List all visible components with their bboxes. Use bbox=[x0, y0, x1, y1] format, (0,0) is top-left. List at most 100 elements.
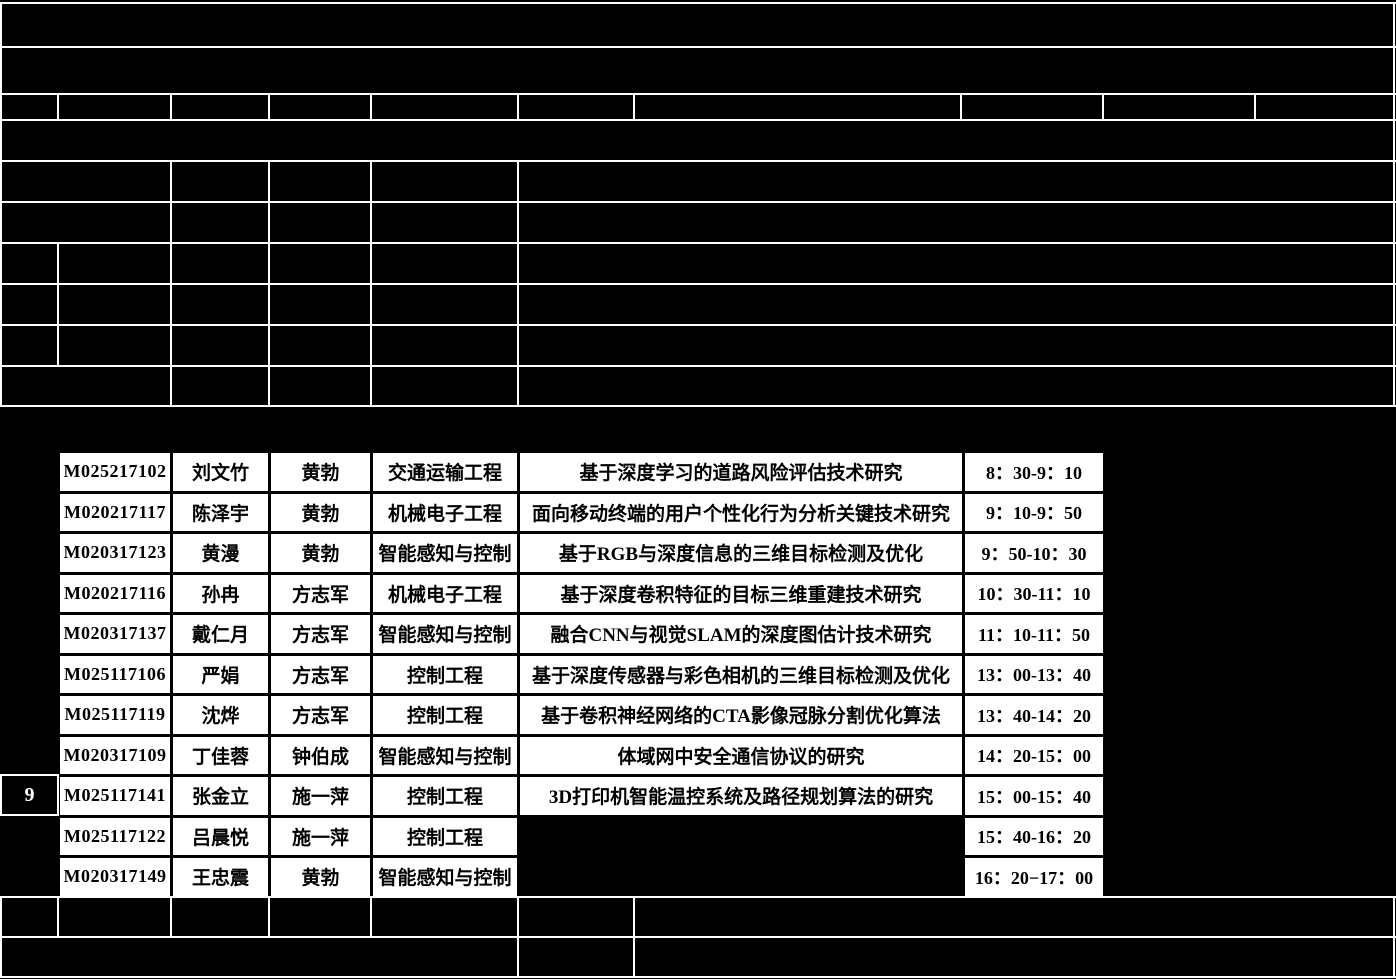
cell-student-name: 严娟 bbox=[170, 652, 271, 696]
grid-line bbox=[0, 976, 1396, 978]
table-row: M025217102 刘文竹 黄勃 交通运输工程 基于深度学习的道路风险评估技术… bbox=[57, 450, 1106, 494]
cell-student-name: 沈烨 bbox=[170, 693, 271, 737]
grid-line bbox=[0, 119, 1396, 121]
cell-advisor: 方志军 bbox=[268, 693, 373, 737]
cell-major: 控制工程 bbox=[370, 652, 520, 696]
cell-student-id: M025117119 bbox=[57, 693, 173, 737]
cell-student-id: M020217116 bbox=[57, 571, 173, 615]
grid-line bbox=[57, 896, 59, 938]
table-row: M020217117 陈泽宇 黄勃 机械电子工程 面向移动终端的用户个性化行为分… bbox=[57, 490, 1106, 534]
cell-major: 控制工程 bbox=[370, 774, 520, 818]
grid-line bbox=[57, 93, 59, 121]
cell-thesis-title: 基于深度卷积特征的目标三维重建技术研究 bbox=[517, 571, 965, 615]
cell-advisor: 钟伯成 bbox=[268, 733, 373, 777]
cell-major: 机械电子工程 bbox=[370, 571, 520, 615]
cell-student-name: 黄漫 bbox=[170, 531, 271, 575]
grid-line bbox=[0, 896, 1396, 898]
grid-line bbox=[517, 160, 519, 407]
cell-student-name: 刘文竹 bbox=[170, 450, 271, 494]
cell-advisor: 方志军 bbox=[268, 612, 373, 656]
cell-student-id: M025217102 bbox=[57, 450, 173, 494]
cell-time-slot: 9：50-10：30 bbox=[962, 531, 1106, 575]
row-index-cell: 9 bbox=[0, 774, 59, 816]
cell-student-name: 孙冉 bbox=[170, 571, 271, 615]
grid-line bbox=[370, 160, 372, 407]
cell-student-name: 吕晨悦 bbox=[170, 814, 271, 858]
cell-major: 控制工程 bbox=[370, 693, 520, 737]
cell-student-id: M020317109 bbox=[57, 733, 173, 777]
cell-time-slot: 15：00-15：40 bbox=[962, 774, 1106, 818]
grid-line bbox=[0, 160, 1396, 162]
grid-line bbox=[960, 93, 962, 121]
grid-line bbox=[0, 936, 1396, 938]
grid-line bbox=[1254, 93, 1256, 121]
cell-time-slot: 13：40-14：20 bbox=[962, 693, 1106, 737]
cell-time-slot: 15：40-16：20 bbox=[962, 814, 1106, 858]
grid-line bbox=[268, 160, 270, 407]
grid-line bbox=[1393, 2, 1395, 407]
cell-major: 智能感知与控制 bbox=[370, 855, 520, 899]
grid-line bbox=[633, 93, 635, 121]
grid-line bbox=[633, 896, 635, 978]
cell-thesis-title: 融合CNN与视觉SLAM的深度图估计技术研究 bbox=[517, 612, 965, 656]
table-row: M025117141 张金立 施一萍 控制工程 3D打印机智能温控系统及路径规划… bbox=[57, 774, 1106, 818]
grid-line bbox=[170, 93, 172, 121]
cell-advisor: 黄勃 bbox=[268, 855, 373, 899]
cell-student-id: M025117106 bbox=[57, 652, 173, 696]
grid-line bbox=[0, 46, 1396, 48]
cell-thesis-title bbox=[517, 855, 965, 899]
cell-major: 智能感知与控制 bbox=[370, 531, 520, 575]
cell-major: 智能感知与控制 bbox=[370, 733, 520, 777]
cell-student-name: 丁佳蓉 bbox=[170, 733, 271, 777]
cell-thesis-title: 面向移动终端的用户个性化行为分析关键技术研究 bbox=[517, 490, 965, 534]
grid-line bbox=[517, 93, 519, 121]
grid-line bbox=[0, 93, 1396, 95]
grid-line bbox=[0, 896, 2, 978]
grid-line bbox=[268, 93, 270, 121]
table-row: M020317149 王忠震 黄勃 智能感知与控制 16：20−17：00 bbox=[57, 855, 1106, 899]
cell-thesis-title: 基于深度学习的道路风险评估技术研究 bbox=[517, 450, 965, 494]
grid-line bbox=[370, 93, 372, 121]
cell-student-id: M020317123 bbox=[57, 531, 173, 575]
cell-thesis-title: 基于卷积神经网络的CTA影像冠脉分割优化算法 bbox=[517, 693, 965, 737]
grid-line bbox=[57, 242, 59, 367]
cell-time-slot: 9：10-9：50 bbox=[962, 490, 1106, 534]
grid-line bbox=[0, 283, 1396, 285]
cell-student-id: M025117122 bbox=[57, 814, 173, 858]
grid-line bbox=[0, 2, 2, 407]
table-row: M025117119 沈烨 方志军 控制工程 基于卷积神经网络的CTA影像冠脉分… bbox=[57, 693, 1106, 737]
cell-student-id: M020317137 bbox=[57, 612, 173, 656]
cell-thesis-title: 基于RGB与深度信息的三维目标检测及优化 bbox=[517, 531, 965, 575]
cell-advisor: 黄勃 bbox=[268, 531, 373, 575]
table-row: M025117106 严娟 方志军 控制工程 基于深度传感器与彩色相机的三维目标… bbox=[57, 652, 1106, 696]
grid-line bbox=[0, 365, 1396, 367]
cell-student-id: M020317149 bbox=[57, 855, 173, 899]
grid-line bbox=[0, 405, 1396, 407]
grid-line bbox=[170, 160, 172, 407]
grid-line bbox=[268, 896, 270, 938]
cell-thesis-title: 基于深度传感器与彩色相机的三维目标检测及优化 bbox=[517, 652, 965, 696]
table-row: M020317123 黄漫 黄勃 智能感知与控制 基于RGB与深度信息的三维目标… bbox=[57, 531, 1106, 575]
cell-advisor: 施一萍 bbox=[268, 814, 373, 858]
grid-line bbox=[370, 896, 372, 938]
cell-advisor: 施一萍 bbox=[268, 774, 373, 818]
grid-line bbox=[0, 2, 1396, 4]
cell-student-name: 陈泽宇 bbox=[170, 490, 271, 534]
cell-time-slot: 10：30-11：10 bbox=[962, 571, 1106, 615]
grid-line bbox=[170, 896, 172, 938]
grid-line bbox=[1393, 896, 1395, 978]
cell-time-slot: 8：30-9：10 bbox=[962, 450, 1106, 494]
cell-advisor: 方志军 bbox=[268, 571, 373, 615]
cell-time-slot: 16：20−17：00 bbox=[962, 855, 1106, 899]
cell-student-id: M025117141 bbox=[57, 774, 173, 818]
cell-advisor: 黄勃 bbox=[268, 490, 373, 534]
schedule-table: M025217102 刘文竹 黄勃 交通运输工程 基于深度学习的道路风险评估技术… bbox=[57, 450, 1106, 899]
cell-thesis-title: 体域网中安全通信协议的研究 bbox=[517, 733, 965, 777]
cell-major: 智能感知与控制 bbox=[370, 612, 520, 656]
cell-time-slot: 14：20-15：00 bbox=[962, 733, 1106, 777]
grid-line bbox=[0, 201, 1396, 203]
cell-major: 交通运输工程 bbox=[370, 450, 520, 494]
cell-thesis-title: 3D打印机智能温控系统及路径规划算法的研究 bbox=[517, 774, 965, 818]
cell-advisor: 黄勃 bbox=[268, 450, 373, 494]
